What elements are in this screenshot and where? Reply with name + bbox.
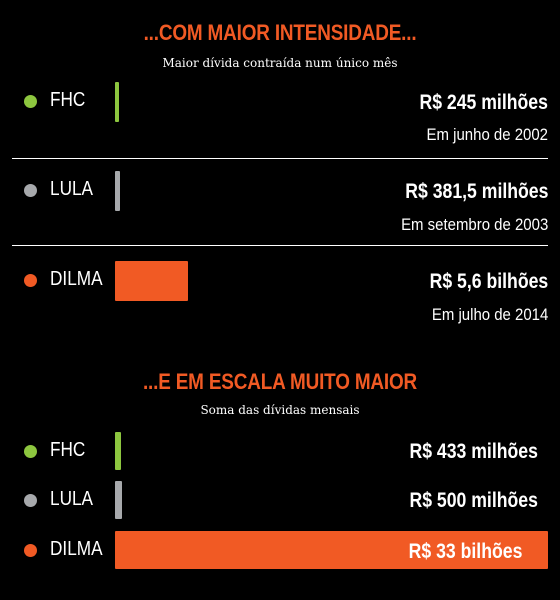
section1-subtitle: Maior dívida contraída num único mês [162,56,398,70]
lula-date: Em setembro de 2003 [400,215,548,234]
dilma-bar [115,261,188,301]
dilma-label: DILMA [50,538,103,560]
dilma-bar [115,531,548,569]
fhc-dot-icon [24,95,37,108]
section2-title: ...E EM ESCALA MUITO MAIOR [142,369,418,394]
fhc-value: R$ 433 milhões [409,440,538,463]
section2-subtitle: Soma das dívidas mensais [200,403,360,417]
divider [12,245,548,246]
fhc-value: R$ 245 milhões [419,91,548,114]
dilma-value: R$ 5,6 bilhões [429,270,548,293]
lula-dot-icon [24,494,37,507]
lula-value: R$ 381,5 milhões [404,180,548,203]
fhc-label: FHC [50,89,86,111]
lula-value: R$ 500 milhões [409,489,538,512]
lula-dot-icon [24,184,37,197]
fhc-date: Em junho de 2002 [426,125,548,144]
dilma-dot-icon [24,544,37,557]
dilma-value: R$ 33 bilhões [408,540,522,563]
dilma-date: Em julho de 2014 [431,305,548,324]
fhc-bar [115,432,121,470]
dilma-dot-icon [24,274,37,287]
lula-label: LULA [50,178,94,200]
divider [12,158,548,159]
lula-label: LULA [50,488,94,510]
dilma-label: DILMA [50,268,103,290]
lula-bar [115,481,122,519]
fhc-bar [115,82,119,122]
section1-title: ...COM MAIOR INTENSIDADE... [143,20,417,45]
lula-bar [115,171,120,211]
fhc-dot-icon [24,445,37,458]
fhc-label: FHC [50,439,86,461]
